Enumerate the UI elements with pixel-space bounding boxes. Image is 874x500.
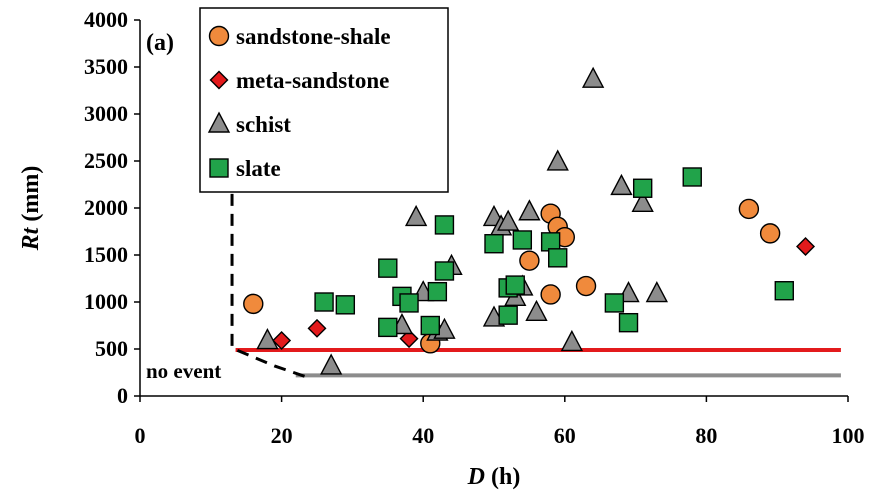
x-tick-label-60: 60 <box>554 423 576 448</box>
slate-point-21 <box>774 281 794 301</box>
slate-point-16 <box>548 248 568 268</box>
y-tick-label-3000: 3000 <box>84 101 128 126</box>
schist-point-16 <box>546 149 569 171</box>
y-tick-label-4000: 4000 <box>84 7 128 32</box>
schist-point-3 <box>404 204 428 227</box>
y-tick-label-1000: 1000 <box>84 289 128 314</box>
schist-point-18 <box>581 66 605 88</box>
slate-point-9 <box>434 215 455 235</box>
x-tick-label-0: 0 <box>135 423 146 448</box>
sandstone-shale-point-8 <box>738 198 760 220</box>
y-tick-label-500: 500 <box>95 336 128 361</box>
slate-point-3 <box>378 317 398 338</box>
meta-sandstone-point-0 <box>272 331 292 351</box>
schist-point-14 <box>518 199 541 221</box>
slate-point-19 <box>632 178 653 198</box>
data-points <box>243 66 816 375</box>
meta-sandstone-point-2 <box>399 329 419 349</box>
sandstone-shale-point-7 <box>575 275 597 297</box>
y-tick-label-2000: 2000 <box>84 195 128 220</box>
legend-label-sandstone-shale: sandstone-shale <box>236 24 391 49</box>
schist-point-22 <box>645 281 668 303</box>
slate-point-2 <box>378 258 398 278</box>
schist-point-21 <box>631 190 654 213</box>
note-no-event: no event <box>146 359 221 383</box>
slate-point-20 <box>682 167 702 187</box>
y-tick-label-1500: 1500 <box>84 242 128 267</box>
legend-label-meta-sandstone: meta-sandstone <box>236 68 389 93</box>
schist-point-11 <box>497 209 520 231</box>
slate-point-11 <box>498 305 518 325</box>
sandstone-shale-point-0 <box>243 293 264 315</box>
slate-point-7 <box>427 281 448 302</box>
y-tick-label-2500: 2500 <box>84 148 128 173</box>
meta-sandstone-point-1 <box>307 318 327 338</box>
y-axis-title-var: Rt <box>18 226 44 251</box>
sandstone-shale-point-9 <box>759 223 781 244</box>
y-tick-label-0: 0 <box>117 383 128 408</box>
legend-marker-schist <box>207 111 231 133</box>
x-axis-title: D (h) <box>467 464 521 490</box>
sandstone-shale-point-2 <box>519 250 540 271</box>
x-tick-label-20: 20 <box>271 423 293 448</box>
slate-point-5 <box>399 293 419 313</box>
slate-point-14 <box>512 230 533 250</box>
legend-box <box>199 7 449 193</box>
legend-label-slate: slate <box>236 156 281 181</box>
meta-sandstone-point-3 <box>796 237 816 257</box>
legend-marker-slate <box>209 158 229 178</box>
legend: sandstone-shale meta-sandstone schist slate <box>199 7 449 193</box>
schist-point-1 <box>320 353 343 375</box>
y-axis-title-unit: (mm) <box>18 166 44 228</box>
slate-point-10 <box>484 234 504 254</box>
slate-point-8 <box>434 261 455 281</box>
legend-label-schist: schist <box>236 112 291 137</box>
schist-point-15 <box>525 299 548 322</box>
x-tick-label-100: 100 <box>832 423 865 448</box>
slate-point-17 <box>604 293 625 313</box>
legend-marker-meta-sandstone <box>209 70 229 90</box>
legend-marker-sandstone-shale <box>208 25 230 47</box>
sandstone-shale-point-5 <box>540 284 561 305</box>
panel-label: (a) <box>146 30 174 56</box>
slate-point-6 <box>420 315 440 336</box>
schist-point-17 <box>560 329 584 352</box>
slate-point-0 <box>314 292 334 312</box>
y-tick-label-3500: 3500 <box>84 54 128 79</box>
slate-point-18 <box>618 312 639 333</box>
x-tick-label-40: 40 <box>412 423 434 448</box>
x-tick-label-80: 80 <box>695 423 717 448</box>
tick-labels: 0 20 40 60 80 1000500100015002000250030003500… <box>84 7 865 448</box>
x-axis-title-var: D <box>467 464 485 490</box>
x-axis-title-unit: (h) <box>485 464 520 490</box>
schist-point-19 <box>610 173 633 196</box>
schist-point-0 <box>256 328 279 350</box>
slate-point-1 <box>335 295 356 315</box>
reference-lines <box>230 193 841 380</box>
y-axis-title: Rt (mm) <box>18 166 44 252</box>
slate-point-13 <box>505 275 525 295</box>
